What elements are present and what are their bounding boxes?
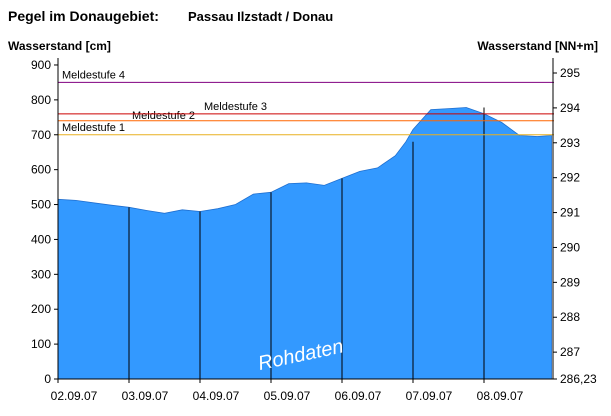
right-tick-label: 292: [560, 171, 580, 185]
left-tick-label: 500: [31, 198, 51, 212]
x-tick-label: 03.09.07: [122, 389, 169, 403]
left-axis-label: Wasserstand [cm]: [8, 39, 111, 53]
left-tick-label: 400: [31, 232, 51, 246]
x-tick-label: 02.09.07: [51, 389, 98, 403]
x-tick-label: 05.09.07: [264, 389, 311, 403]
left-tick-label: 100: [31, 337, 51, 351]
threshold-label: Meldestufe 4: [62, 69, 125, 81]
right-tick-label: 286,23: [560, 372, 597, 386]
right-tick-label: 288: [560, 310, 580, 324]
right-tick-label: 289: [560, 275, 580, 289]
left-tick-label: 200: [31, 302, 51, 316]
water-level-area: [57, 107, 552, 380]
x-tick-label: 08.09.07: [477, 389, 524, 403]
left-tick-label: 300: [31, 267, 51, 281]
right-tick-label: 294: [560, 101, 580, 115]
threshold-label: Meldestufe 1: [62, 122, 125, 134]
left-tick-label: 700: [31, 128, 51, 142]
right-axis-label: Wasserstand [NN+m]: [477, 39, 598, 53]
x-tick-label: 06.09.07: [335, 389, 382, 403]
left-tick-label: 800: [31, 93, 51, 107]
left-tick-label: 0: [44, 372, 51, 386]
left-tick-label: 900: [31, 58, 51, 72]
station-name: Passau Ilzstadt / Donau: [188, 9, 333, 24]
plot-area: Meldestufe 1 Meldestufe 2 Meldestufe 3 Meld…: [31, 58, 597, 403]
chart-title: Pegel im Donaugebiet:: [8, 8, 159, 24]
x-tick-label: 07.09.07: [406, 389, 453, 403]
x-tick-label: 04.09.07: [193, 389, 240, 403]
threshold-label: Meldestufe 3: [204, 101, 267, 113]
right-tick-label: 291: [560, 206, 580, 220]
right-tick-label: 293: [560, 136, 580, 150]
right-tick-label: 290: [560, 240, 580, 254]
left-tick-label: 600: [31, 163, 51, 177]
right-tick-label: 295: [560, 66, 580, 80]
right-tick-label: 287: [560, 345, 580, 359]
threshold-label: Meldestufe 2: [132, 110, 195, 122]
